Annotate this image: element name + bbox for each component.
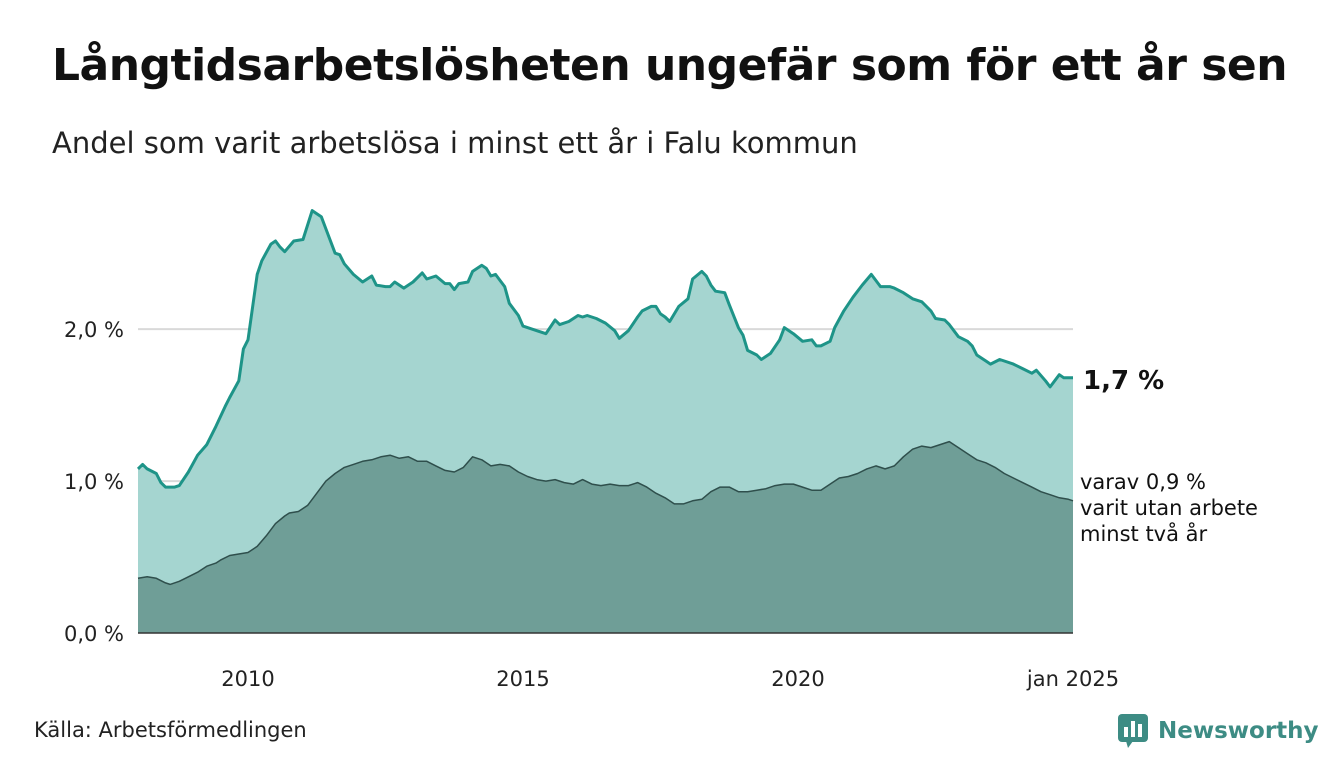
annotation-two-year-line: varit utan arbete: [1080, 496, 1258, 520]
annotation-two-year-line: varav 0,9 %: [1080, 470, 1206, 494]
y-tick-label: 1,0 %: [64, 470, 124, 494]
line-unemployed-2-years: [137, 440, 1074, 586]
annotation-two-year-line: minst två år: [1080, 521, 1208, 546]
x-tick-label: jan 2025: [1026, 667, 1119, 691]
area-unemployed-2-years: [138, 441, 1073, 633]
x-tick-label: 2010: [221, 667, 274, 691]
brand-name: Newsworthy: [1158, 718, 1319, 744]
source-note: Källa: Arbetsförmedlingen: [34, 718, 307, 742]
y-tick-label: 2,0 %: [64, 318, 124, 342]
y-axis-ticks: 0,0 % 1,0 % 2,0 %: [64, 318, 124, 646]
y-tick-label: 0,0 %: [64, 622, 124, 646]
annotation-latest-value: 1,7 %: [1083, 366, 1164, 396]
x-tick-label: 2020: [771, 667, 824, 691]
chart-subtitle: Andel som varit arbetslösa i minst ett å…: [52, 126, 858, 160]
chart-logo-icon: [1118, 714, 1148, 748]
x-tick-label: 2015: [496, 667, 549, 691]
x-axis-ticks: 2010 2015 2020 jan 2025: [221, 667, 1119, 691]
chart-title: Långtidsarbetslösheten ungefär som för e…: [52, 40, 1288, 91]
brand-logo[interactable]: Newsworthy: [1118, 713, 1319, 749]
line-unemployed-1-year: [136, 209, 1073, 489]
